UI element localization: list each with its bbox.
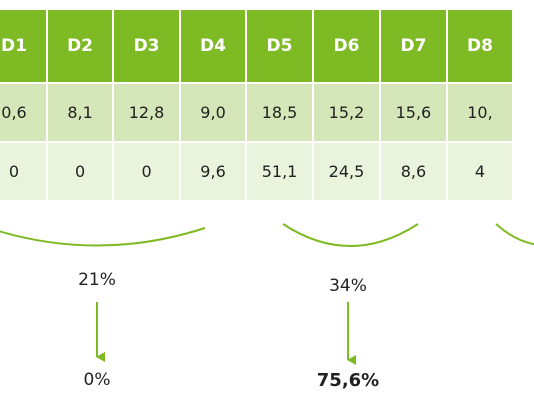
table-cell: 15,6 xyxy=(380,84,446,141)
table-cell: 24,5 xyxy=(314,143,379,200)
table-cell: 4 xyxy=(447,143,512,200)
header-cell: D1 xyxy=(0,10,47,82)
header-cell: D6 xyxy=(314,10,379,82)
table-header-row: D1 D2 D3 D4 D5 D6 D7 D8 xyxy=(0,10,512,82)
group2-brace xyxy=(282,223,419,247)
group3-brace xyxy=(495,223,534,246)
group1-top-percent: 21% xyxy=(78,270,116,290)
table-cell: 12,8 xyxy=(114,84,180,141)
header-cell: D2 xyxy=(48,10,113,82)
header-cell: D8 xyxy=(447,10,512,82)
table-cell: 10, xyxy=(447,84,512,141)
data-table: D1 D2 D3 D4 D5 D6 D7 D8 0,6 8,1 12,8 9,0… xyxy=(0,8,514,202)
header-cell: D3 xyxy=(114,10,180,82)
group2-bottom-percent: 75,6% xyxy=(316,370,380,391)
table-cell: 15,2 xyxy=(314,84,379,141)
header-cell: D5 xyxy=(247,10,312,82)
header-cell: D7 xyxy=(380,10,446,82)
group1-bottom-percent: 0% xyxy=(83,370,111,390)
table-cell: 8,1 xyxy=(48,84,113,141)
group1-brace xyxy=(0,227,206,247)
table-cell: 51,1 xyxy=(247,143,312,200)
header-cell: D4 xyxy=(181,10,246,82)
table-cell: 8,6 xyxy=(380,143,446,200)
table-cell: 0 xyxy=(48,143,113,200)
table-cell: 18,5 xyxy=(247,84,312,141)
table-row: 0 0 0 9,6 51,1 24,5 8,6 4 xyxy=(0,143,512,200)
group2-top-percent: 34% xyxy=(329,276,367,296)
table-cell: 0,6 xyxy=(0,84,47,141)
table-row: 0,6 8,1 12,8 9,0 18,5 15,2 15,6 10, xyxy=(0,84,512,141)
table-cell: 0 xyxy=(0,143,47,200)
table-cell: 0 xyxy=(114,143,180,200)
table-cell: 9,0 xyxy=(181,84,246,141)
table-cell: 9,6 xyxy=(181,143,246,200)
